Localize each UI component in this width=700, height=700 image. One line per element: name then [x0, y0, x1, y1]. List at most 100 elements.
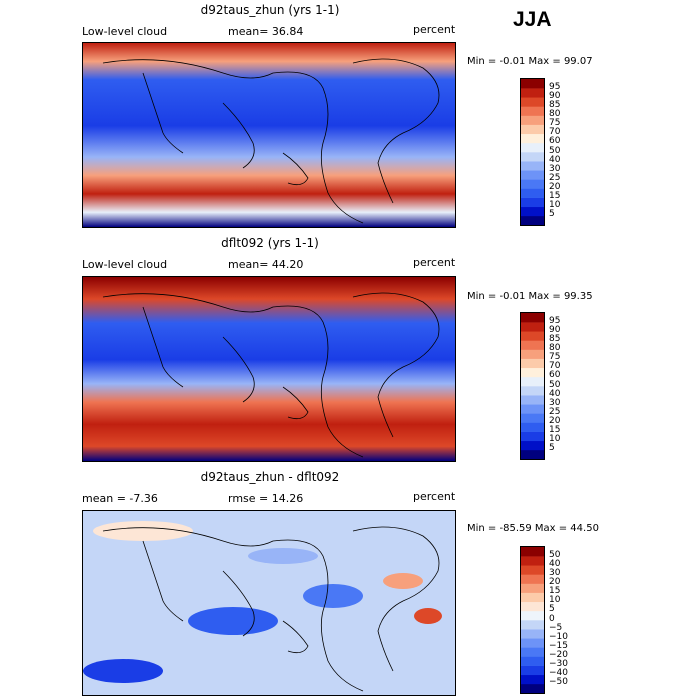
panel2-colorbar-label: 40 — [549, 388, 561, 399]
panel2-colorbar-label: 75 — [549, 352, 561, 363]
panel1-colorbar-swatch — [521, 188, 544, 198]
panel3-coastlines — [102, 526, 440, 692]
panel2-map — [82, 276, 456, 462]
panel3-colorbar — [520, 546, 545, 694]
panel1-colorbar-label: 85 — [549, 99, 561, 110]
panel3-colorbar-label: −20 — [549, 650, 568, 660]
panel2-colorbar-swatch — [521, 340, 544, 350]
panel1-colorbar-svg — [521, 79, 544, 226]
panel2-colorbar-label: 90 — [549, 324, 561, 335]
panel3-map — [82, 510, 456, 696]
panel2-colorbar-swatch — [521, 313, 544, 323]
panel2-field-label: Low-level cloud — [82, 258, 168, 271]
panel3-colorbar-swatch — [521, 647, 544, 657]
panel1-colorbar-label: 50 — [549, 145, 561, 156]
panel3-colorbar-swatch — [521, 601, 544, 612]
panel1-colorbar — [520, 78, 545, 226]
panel1-coastlines — [102, 58, 440, 224]
panel3-colorbar-label: 0 — [549, 613, 555, 624]
panel1-colorbar-swatch — [521, 97, 544, 107]
panel3-colorbar-label: −30 — [549, 659, 568, 670]
panel1-colorbar-label: 60 — [549, 136, 561, 147]
panel2-colorbar-label: 25 — [549, 406, 561, 417]
panel1-colorbar-swatch — [521, 161, 544, 171]
panel3-colorbar-label: −5 — [549, 622, 563, 633]
panel1-map — [82, 42, 456, 228]
panel1-units: percent — [413, 23, 456, 36]
panel3-colorbar-swatch — [521, 638, 544, 648]
panel3-title: d92taus_zhun - dflt092 — [200, 470, 340, 484]
panel3-colorbar-label: 15 — [549, 586, 561, 597]
panel3-colorbar-swatch — [521, 547, 544, 557]
panel3-colorbar-swatch — [521, 629, 544, 639]
panel3-colorbar-swatch — [521, 656, 544, 666]
panel2-colorbar-swatch — [521, 449, 544, 460]
panel3-colorbar-swatch — [521, 620, 544, 630]
panel1-colorbar-label: 25 — [549, 172, 561, 183]
panel1-colorbar-label: 80 — [549, 109, 561, 119]
panel1-colorbar-label: 20 — [549, 182, 561, 192]
panel2-colorbar — [520, 312, 545, 460]
panel2-colorbar-label: 15 — [549, 425, 561, 436]
panel2-colorbar-swatch — [521, 349, 544, 359]
panel1-colorbar-swatch — [521, 79, 544, 89]
panel2-colorbar-swatch — [521, 331, 544, 341]
panel3-colorbar-labels: −50 −40 −30 −20 −15 −10 −5 0 5 10 15 20 30 40 50 — [549, 546, 589, 692]
panel2-colorbar-swatch — [521, 404, 544, 414]
panel2-mean: mean= 44.20 — [228, 258, 304, 271]
panel3-colorbar-label: −15 — [549, 640, 568, 651]
panel1-colorbar-labels: 5 10 15 20 25 30 40 50 60 70 75 80 85 90 95 — [549, 78, 589, 224]
panel1-field-label: Low-level cloud — [82, 25, 168, 38]
panel3-colorbar-swatch — [521, 610, 544, 621]
panel1-colorbar-label: 5 — [549, 209, 555, 220]
panel2-colorbar-labels: 5 10 15 20 25 30 40 50 60 70 75 80 85 90 95 — [549, 312, 589, 458]
panel1-colorbar-swatch — [521, 206, 544, 217]
panel1-colorbar-swatch — [521, 124, 544, 135]
panel1-colorbar-swatch — [521, 133, 544, 144]
panel2-colorbar-swatch — [521, 322, 544, 332]
panel3-colorbar-label: −50 — [549, 677, 568, 688]
panel1-map-svg — [83, 43, 455, 227]
panel3-colorbar-label: 30 — [549, 567, 561, 578]
panel2-colorbar-swatch — [521, 440, 544, 451]
panel3-colorbar-svg — [521, 547, 544, 694]
panel2-colorbar-label: 95 — [549, 315, 561, 326]
panel3-colorbar-swatch — [521, 683, 544, 694]
panel2-colorbar-swatch — [521, 376, 544, 387]
panel1-mean: mean= 36.84 — [228, 25, 304, 38]
panel1-title: d92taus_zhun (yrs 1-1) — [200, 3, 340, 17]
panel3-colorbar-swatch — [521, 556, 544, 566]
panel3-minmax: Min = -85.59 Max = 44.50 — [467, 523, 599, 534]
panel2-units: percent — [413, 256, 456, 269]
panel2-colorbar-swatch — [521, 395, 544, 405]
panel2-field — [83, 277, 455, 461]
panel1-colorbar-swatch — [521, 170, 544, 180]
panel3-colorbar-swatch — [521, 674, 544, 685]
panel2-colorbar-swatch — [521, 413, 544, 423]
panel1-colorbar-swatch — [521, 152, 544, 162]
panel3-map-svg — [83, 511, 455, 695]
panel3-colorbar-label: −10 — [549, 631, 568, 642]
panel3-colorbar-label: 40 — [549, 558, 561, 569]
panel1-colorbar-swatch — [521, 88, 544, 98]
panel2-title: dflt092 (yrs 1-1) — [221, 236, 319, 250]
panel3-colorbar-swatch — [521, 565, 544, 575]
panel2-colorbar-label: 60 — [549, 370, 561, 381]
panel2-minmax: Min = -0.01 Max = 99.35 — [467, 291, 593, 302]
panel2-colorbar-swatch — [521, 431, 544, 442]
panel3-colorbar-swatch — [521, 574, 544, 584]
panel3-colorbar-label: 50 — [549, 549, 561, 560]
panel2-colorbar-swatch — [521, 386, 544, 396]
panel3-colorbar-label: 5 — [549, 604, 555, 615]
panel2-colorbar-swatch — [521, 358, 544, 369]
panel1-field — [83, 43, 455, 227]
panel2-colorbar-label: 70 — [549, 361, 561, 372]
panel1-colorbar-swatch — [521, 142, 544, 153]
panel1-colorbar-label: 15 — [549, 191, 561, 202]
panel3-colorbar-swatch — [521, 665, 544, 676]
panel2-colorbar-label: 30 — [549, 397, 561, 408]
panel1-colorbar-label: 40 — [549, 154, 561, 165]
panel1-colorbar-swatch — [521, 179, 544, 189]
panel2-colorbar-swatch — [521, 367, 544, 378]
season-label: JJA — [513, 8, 552, 31]
